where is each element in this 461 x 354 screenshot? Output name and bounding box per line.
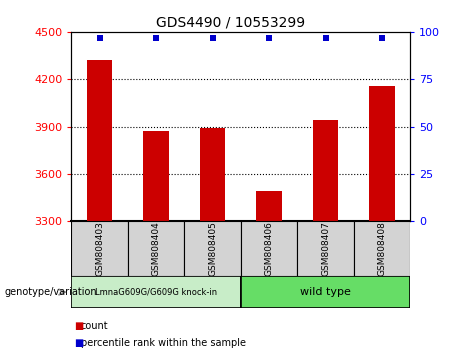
- Text: genotype/variation: genotype/variation: [5, 287, 97, 297]
- Text: GSM808405: GSM808405: [208, 221, 217, 276]
- Bar: [87, 60, 112, 221]
- Text: GSM808407: GSM808407: [321, 221, 330, 276]
- Bar: [241, 221, 297, 276]
- Text: GDS4490 / 10553299: GDS4490 / 10553299: [156, 16, 305, 30]
- Text: LmnaG609G/G609G knock-in: LmnaG609G/G609G knock-in: [95, 287, 217, 297]
- Text: GSM808403: GSM808403: [95, 221, 104, 276]
- Text: GSM808404: GSM808404: [152, 221, 161, 276]
- Bar: [143, 131, 169, 221]
- Bar: [200, 128, 225, 221]
- Text: percentile rank within the sample: percentile rank within the sample: [81, 338, 246, 348]
- Bar: [313, 120, 338, 221]
- Bar: [241, 276, 410, 308]
- Text: GSM808408: GSM808408: [378, 221, 387, 276]
- Bar: [184, 221, 241, 276]
- Bar: [297, 221, 354, 276]
- Bar: [71, 276, 241, 308]
- Text: ■: ■: [74, 321, 83, 331]
- Text: GSM808406: GSM808406: [265, 221, 274, 276]
- Bar: [71, 221, 128, 276]
- Bar: [128, 221, 184, 276]
- Bar: [256, 191, 282, 221]
- Text: wild type: wild type: [300, 287, 351, 297]
- Bar: [369, 86, 395, 221]
- Bar: [354, 221, 410, 276]
- Text: ■: ■: [74, 338, 83, 348]
- Text: count: count: [81, 321, 108, 331]
